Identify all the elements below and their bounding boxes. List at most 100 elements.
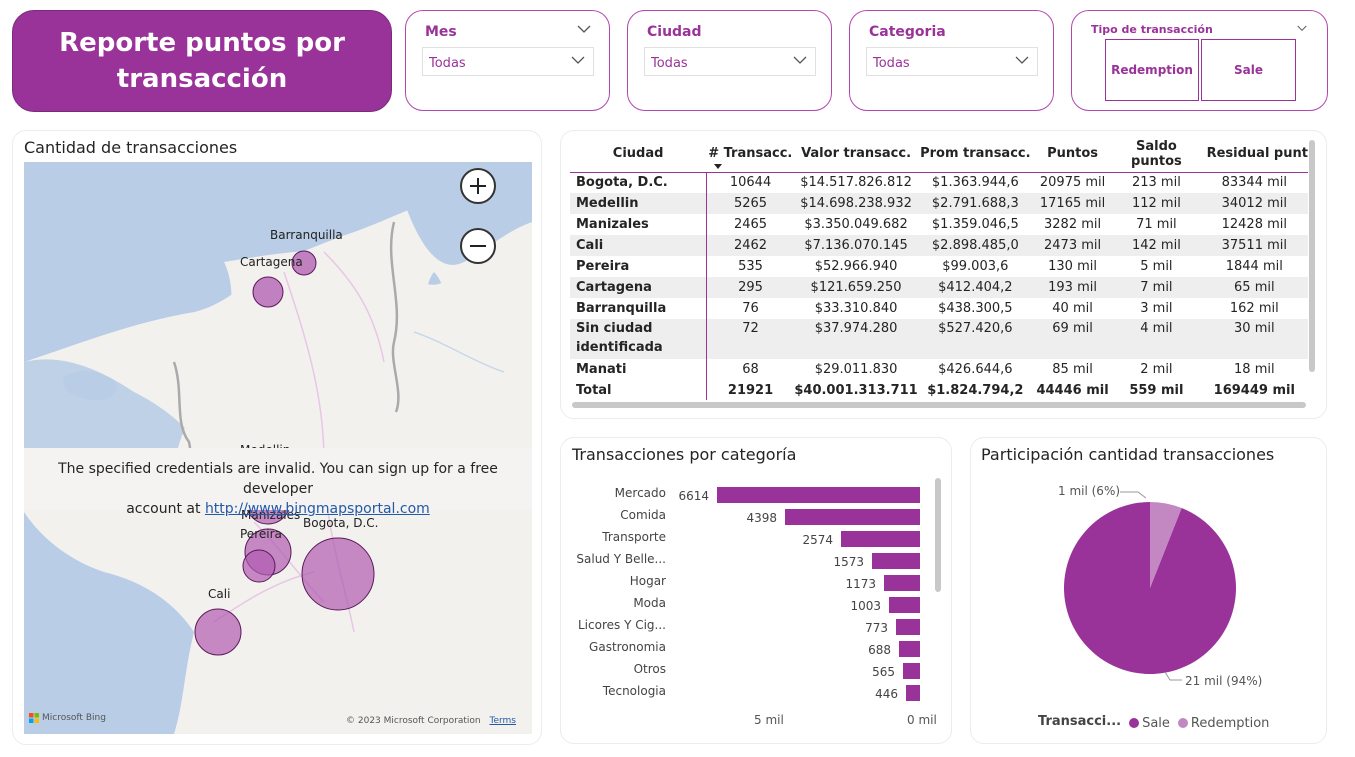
zoom-out-button[interactable] <box>460 228 496 264</box>
slicer-mes[interactable]: Mes Todas <box>405 10 610 111</box>
bing-logo: Microsoft Bing <box>29 713 106 723</box>
bar[interactable] <box>872 553 920 569</box>
table-vertical-scrollbar[interactable] <box>1309 140 1315 372</box>
col-saldo[interactable]: Saldo puntos <box>1112 136 1201 173</box>
map-error-line2: account at <box>126 501 205 517</box>
cell: 69 mil <box>1032 319 1113 359</box>
chevron-down-icon <box>1015 54 1029 68</box>
cell: 4 mil <box>1112 319 1201 359</box>
cell-city: Cali <box>570 235 707 256</box>
table-card <box>560 130 1327 419</box>
table-horizontal-scrollbar[interactable] <box>572 402 1306 408</box>
cell: 213 mil <box>1131 175 1181 191</box>
city-table: Ciudad # Transacc. Valor transacc. Prom … <box>570 136 1308 400</box>
report-title: Reporte puntos por transacción <box>12 10 392 112</box>
cell: 65 mil <box>1200 277 1308 298</box>
table-row[interactable]: Medellin 5265 $14.698.238.932 $2.791.688… <box>570 193 1308 214</box>
cell: $2.898.485,0 <box>917 235 1033 256</box>
chevron-down-icon[interactable] <box>1297 21 1307 35</box>
legend-dot-sale <box>1129 718 1140 728</box>
map-copyright: © 2023 Microsoft Corporation Terms <box>346 716 516 726</box>
cell: $438.300,5 <box>938 301 1013 316</box>
cell: 20975 mil <box>1039 175 1106 191</box>
slicer-ciudad-dropdown[interactable]: Todas <box>644 47 816 76</box>
col-prom[interactable]: Prom transacc. <box>917 136 1033 173</box>
map-label-pereira: Pereira <box>240 527 282 541</box>
tipo-option-sale[interactable]: Sale <box>1201 39 1296 101</box>
pie-slice-redemption[interactable] <box>1150 502 1182 588</box>
map-error-line2-wrap: account at http://www.bingmapsportal.com <box>24 499 532 519</box>
bar[interactable] <box>884 575 920 591</box>
cell: $33.310.840 <box>814 301 898 316</box>
cell: $1.359.046,5 <box>931 217 1019 232</box>
slicer-categoria-dropdown[interactable]: Todas <box>866 47 1038 76</box>
legend-item-sale[interactable]: Sale <box>1129 712 1170 731</box>
slicer-ciudad-label: Ciudad <box>647 24 702 40</box>
bar[interactable] <box>717 487 920 503</box>
bar[interactable] <box>903 663 920 679</box>
slicer-ciudad[interactable]: Ciudad Todas <box>627 10 832 111</box>
col-residual[interactable]: Residual punt <box>1200 136 1308 173</box>
bar[interactable] <box>889 597 920 613</box>
bar-chart-title: Transacciones por categoría <box>572 445 797 464</box>
table-row[interactable]: Manizales 2465 $3.350.049.682 $1.359.046… <box>570 214 1308 235</box>
table-row[interactable]: Manati 68 $29.011.830 $426.644,6 85 mil … <box>570 359 1308 380</box>
terms-link[interactable]: Terms <box>489 716 516 726</box>
slicer-tipo-transaccion[interactable]: Tipo de transacción Redemption Sale <box>1071 10 1328 111</box>
x-tick-0mil: 0 mil <box>907 713 937 727</box>
bar[interactable] <box>785 509 920 525</box>
table-row[interactable]: Barranquilla 76 $33.310.840 $438.300,5 4… <box>570 298 1308 319</box>
bar[interactable] <box>899 641 920 657</box>
col-transacc[interactable]: # Transacc. <box>706 136 795 173</box>
slicer-categoria-value: Todas <box>873 56 910 71</box>
slicer-mes-dropdown[interactable]: Todas <box>422 47 594 76</box>
col-puntos[interactable]: Puntos <box>1032 136 1113 173</box>
bubble-pereira <box>242 549 276 583</box>
table-wrapper[interactable]: Ciudad # Transacc. Valor transacc. Prom … <box>570 136 1308 400</box>
col-ciudad[interactable]: Ciudad <box>570 136 707 173</box>
map-label-barranquilla: Barranquilla <box>270 228 343 242</box>
legend-title: Transacci... <box>1038 714 1122 729</box>
table-row[interactable]: Bogota, D.C. 10644 $14.517.826.812 $1.36… <box>570 172 1308 193</box>
bing-portal-link[interactable]: http://www.bingmapsportal.com <box>204 501 430 517</box>
cell-city: Medellin <box>570 193 707 214</box>
bar-category-label: Mercado <box>614 486 666 500</box>
bar-value-label: 6614 <box>678 489 709 503</box>
total-label: Total <box>576 383 612 398</box>
cell: 5265 <box>705 193 795 214</box>
table-row[interactable]: Cartagena 295 $121.659.250 $412.404,2 19… <box>570 277 1308 298</box>
map-canvas[interactable] <box>24 162 532 734</box>
col-valor[interactable]: Valor transacc. <box>794 136 918 173</box>
table-row[interactable]: Sin ciudad identificada 72 $37.974.280 $… <box>570 319 1308 359</box>
chevron-down-icon[interactable] <box>577 23 591 37</box>
cell: 72 <box>705 319 795 359</box>
bar-value-label: 1173 <box>845 577 876 591</box>
copyright-text: © 2023 Microsoft Corporation <box>346 716 481 726</box>
tipo-option-redemption[interactable]: Redemption <box>1105 39 1199 101</box>
cell: 2465 <box>705 214 795 235</box>
legend-dot-redemption <box>1177 718 1188 728</box>
microsoft-logo-icon <box>29 713 39 723</box>
report-title-text: Reporte puntos por transacción <box>59 28 345 94</box>
table-row[interactable]: Cali 2462 $7.136.070.145 $2.898.485,0 24… <box>570 235 1308 256</box>
bar-category-label: Otros <box>633 662 666 676</box>
cell: 112 mil <box>1112 193 1201 214</box>
bar[interactable] <box>896 619 920 635</box>
cell-city: Pereira <box>576 259 630 274</box>
bar-chart-scrollbar[interactable] <box>935 478 941 592</box>
x-tick-5mil: 5 mil <box>754 713 784 727</box>
cell: $426.644,6 <box>938 362 1013 377</box>
legend-item-redemption[interactable]: Redemption <box>1177 712 1269 731</box>
bar-chart-plot: Mercado 6614 Comida 4398 Transporte 2574 Salud… <box>572 480 932 710</box>
cell: 30 mil <box>1200 319 1308 359</box>
slicer-ciudad-value: Todas <box>651 56 688 71</box>
bar[interactable] <box>841 531 920 547</box>
total-cell: 21921 <box>705 380 795 400</box>
bar[interactable] <box>906 685 920 701</box>
cell: 7 mil <box>1112 277 1201 298</box>
total-cell: 559 mil <box>1129 383 1184 398</box>
zoom-in-button[interactable] <box>460 168 496 204</box>
table-row[interactable]: Pereira 535 $52.966.940 $99.003,6 130 mi… <box>570 256 1308 277</box>
slicer-categoria[interactable]: Categoria Todas <box>849 10 1054 111</box>
col-transacc-label: # Transacc. <box>708 146 793 162</box>
